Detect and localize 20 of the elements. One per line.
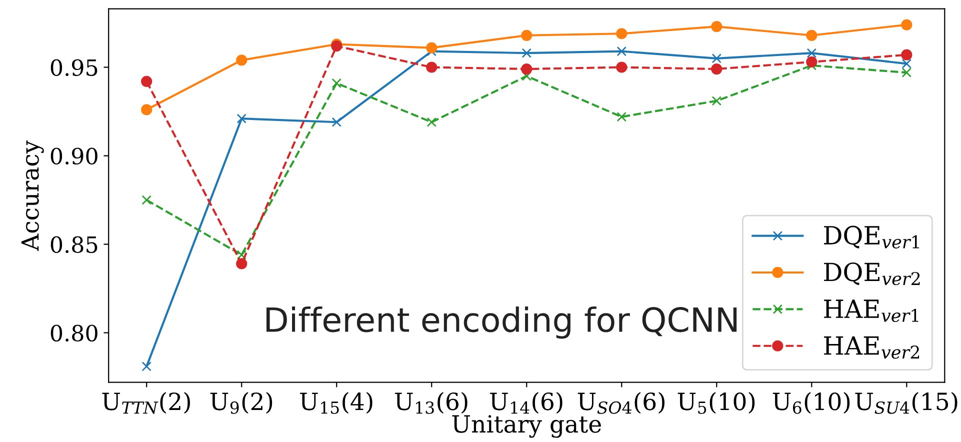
legend-label: HAE$_{ver1}$: [824, 300, 918, 322]
x-tick-label: U$_{5}$(10): [678, 392, 755, 414]
legend-label: DQE$_{ver2}$: [824, 262, 920, 286]
y-tick-label: 0.80: [50, 324, 98, 342]
legend-label: HAE$_{ver2}$: [824, 336, 920, 359]
x-tick-label: U$_{14}$(6): [490, 392, 562, 414]
x-tick-label: U$_{6}$(10): [772, 392, 850, 414]
x-tick-label: U$_{15}$(4): [300, 392, 372, 414]
x-tick-label: U$_{SO4}$(6): [578, 392, 664, 414]
x-tick-label: U$_{9}$(2): [210, 392, 272, 414]
x-tick-label: U$_{SU4}$(15): [855, 392, 958, 414]
y-tick-label: 0.90: [50, 148, 98, 165]
x-tick-label: U$_{13}$(6): [395, 392, 468, 414]
y-tick-label: 0.85: [50, 236, 98, 254]
y-tick-label: 0.95: [50, 59, 98, 76]
x-axis-title: Unitary gate: [452, 415, 601, 438]
legend-label: DQE$_{ver1}$: [824, 226, 919, 248]
y-axis-title: Accuracy: [21, 140, 44, 252]
x-tick-label: U$_{TTN}$(2): [102, 392, 190, 414]
annotation: Different encoding for QCNN: [266, 306, 737, 339]
